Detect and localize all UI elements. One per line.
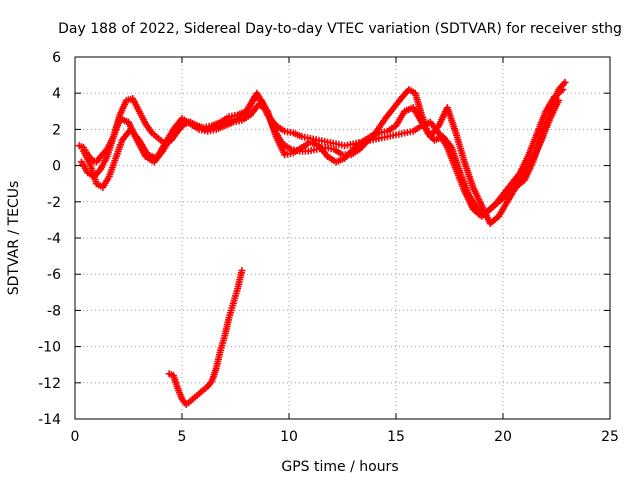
y-tick-label: -2 (47, 195, 61, 211)
y-axis-label: SDTVAR / TECUs (6, 181, 22, 296)
data-point (238, 267, 246, 275)
axis-ticks: 0 5 10 15 20 25 -14 -12 -10 -8 -6 -4 -2 0 2 4 6 (38, 50, 619, 445)
data-markers (75, 78, 569, 409)
chart-title: Day 188 of 2022, Sidereal Day-to-day VTE… (58, 21, 622, 37)
x-tick-label: 25 (601, 429, 619, 445)
y-tick-label: 4 (52, 86, 61, 102)
series-track-3 (80, 96, 563, 228)
y-tick-label: -6 (47, 267, 61, 283)
series-track-4 (165, 267, 246, 409)
y-tick-label: 6 (52, 50, 61, 66)
data-point (555, 96, 563, 104)
gridlines (75, 57, 610, 419)
y-tick-label: -8 (47, 303, 61, 319)
x-axis-label: GPS time / hours (281, 459, 398, 475)
y-tick-label: 2 (52, 122, 61, 138)
y-tick-label: -14 (38, 412, 61, 428)
y-tick-label: 0 (52, 159, 61, 175)
x-tick-label: 20 (494, 429, 512, 445)
y-tick-label: -10 (38, 340, 61, 356)
y-tick-label: -4 (47, 231, 61, 247)
x-tick-label: 10 (280, 429, 298, 445)
data-point (559, 86, 567, 94)
x-tick-label: 15 (387, 429, 405, 445)
x-tick-label: 5 (178, 429, 187, 445)
data-point (561, 78, 569, 86)
x-tick-label: 0 (71, 429, 80, 445)
y-tick-label: -12 (38, 376, 61, 392)
